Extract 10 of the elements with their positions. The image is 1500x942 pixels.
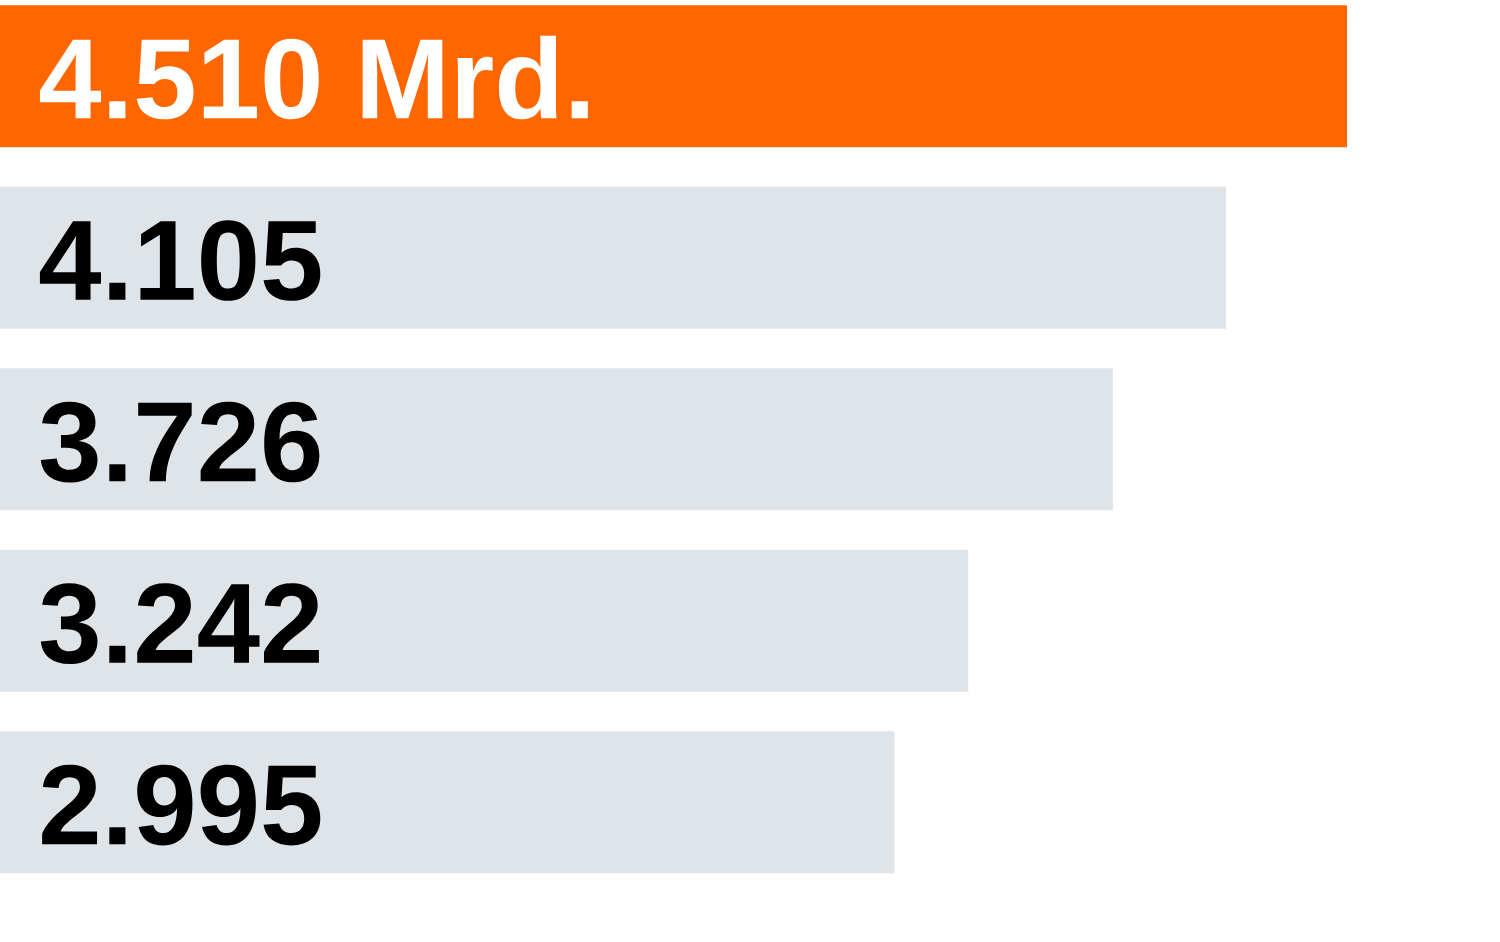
data-label: 3.726 (40, 401, 320, 483)
bar (0, 5, 1348, 148)
bar (0, 186, 1227, 329)
data-label: 3.242 (40, 583, 319, 665)
bar (0, 368, 1113, 511)
data-label: 2.995 (42, 764, 321, 846)
data-label: 4.510 Mrd. (39, 35, 588, 120)
bar (0, 731, 895, 874)
bar (0, 549, 969, 692)
data-label: 4.105 (39, 220, 321, 301)
